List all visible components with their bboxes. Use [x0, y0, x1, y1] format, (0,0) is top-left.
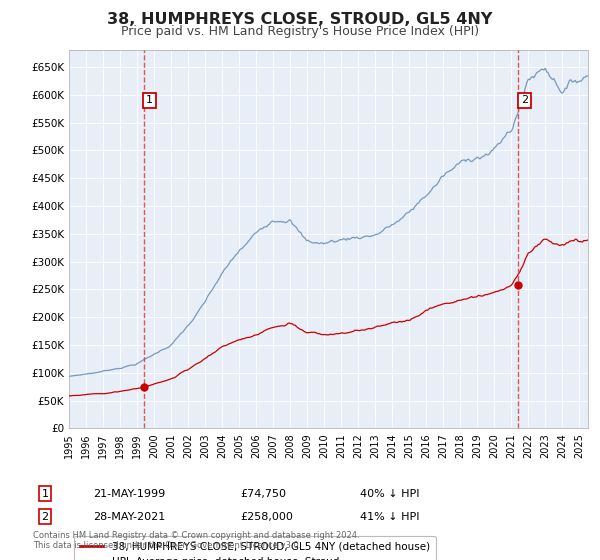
Text: £74,750: £74,750	[240, 489, 286, 499]
Text: 1: 1	[41, 489, 49, 499]
Text: Contains HM Land Registry data © Crown copyright and database right 2024.: Contains HM Land Registry data © Crown c…	[33, 531, 359, 540]
Text: 41% ↓ HPI: 41% ↓ HPI	[360, 512, 419, 522]
Text: 21-MAY-1999: 21-MAY-1999	[93, 489, 165, 499]
Text: 40% ↓ HPI: 40% ↓ HPI	[360, 489, 419, 499]
Legend: 38, HUMPHREYS CLOSE, STROUD, GL5 4NY (detached house), HPI: Average price, detac: 38, HUMPHREYS CLOSE, STROUD, GL5 4NY (de…	[74, 536, 436, 560]
Text: 2: 2	[521, 95, 528, 105]
Text: 2: 2	[41, 512, 49, 522]
Text: This data is licensed under the Open Government Licence v3.0.: This data is licensed under the Open Gov…	[33, 541, 301, 550]
Text: 38, HUMPHREYS CLOSE, STROUD, GL5 4NY: 38, HUMPHREYS CLOSE, STROUD, GL5 4NY	[107, 12, 493, 27]
Text: 1: 1	[146, 95, 153, 105]
Text: Price paid vs. HM Land Registry's House Price Index (HPI): Price paid vs. HM Land Registry's House …	[121, 25, 479, 38]
Text: £258,000: £258,000	[240, 512, 293, 522]
Text: 28-MAY-2021: 28-MAY-2021	[93, 512, 165, 522]
